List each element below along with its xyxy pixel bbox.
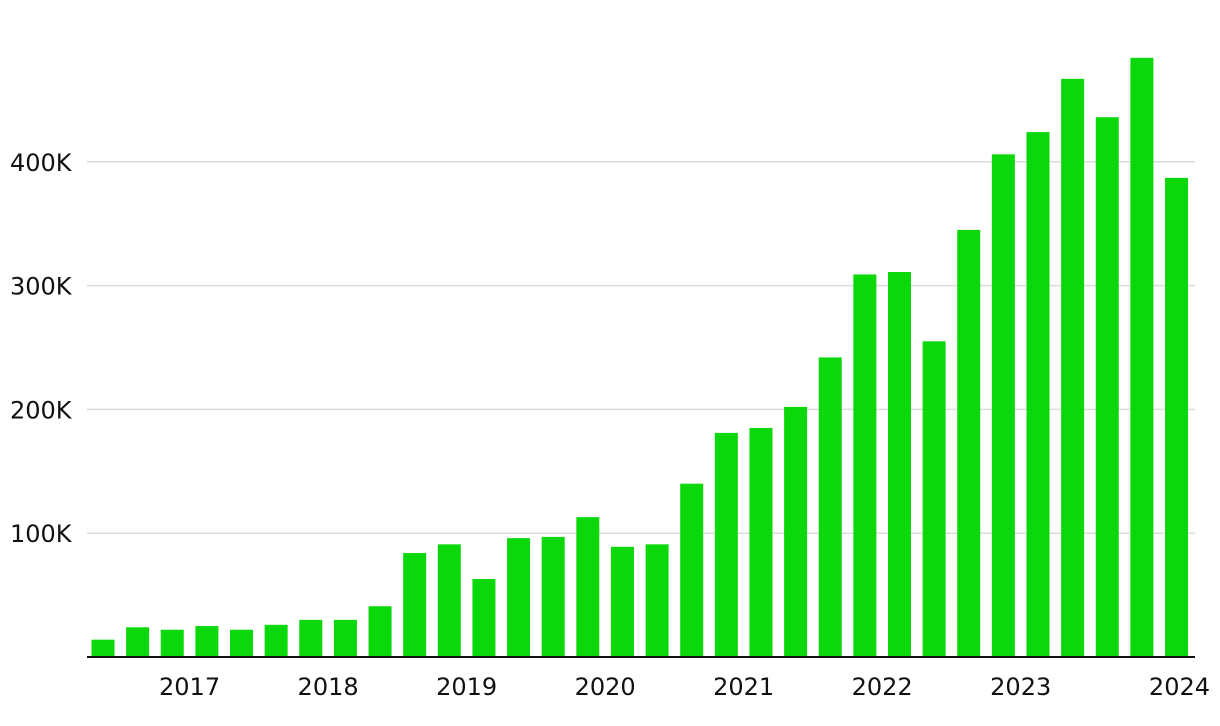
y-tick-label: 200K [10, 396, 73, 424]
bar [403, 553, 427, 657]
bar [1095, 117, 1119, 658]
x-tick-label: 2024 [1149, 673, 1210, 701]
bar [749, 427, 773, 657]
bar [784, 406, 808, 657]
bar [472, 579, 496, 657]
bar [922, 341, 946, 657]
bar [264, 624, 288, 657]
x-tick-label: 2020 [575, 673, 636, 701]
x-tick-label: 2022 [852, 673, 913, 701]
bar [957, 229, 981, 657]
bar [507, 538, 531, 657]
tick-labels: 100K 200K 300K 400K 2017 2018 2019 2020 2021 2022… [10, 149, 1210, 701]
bar [1061, 78, 1085, 658]
bar [91, 639, 115, 657]
x-tick-label: 2018 [298, 673, 359, 701]
bar [887, 271, 911, 657]
bar [853, 274, 877, 657]
bar [437, 544, 461, 657]
bar [610, 546, 634, 657]
x-tick-label: 2017 [159, 673, 220, 701]
bar [818, 357, 842, 657]
bar [333, 619, 357, 657]
bar [1026, 132, 1050, 658]
bar [991, 154, 1015, 657]
bar [645, 544, 669, 657]
x-tick-label: 2019 [436, 673, 497, 701]
bar [576, 517, 600, 657]
y-tick-label: 400K [10, 149, 73, 177]
bars [91, 57, 1189, 658]
bar [680, 483, 704, 657]
x-tick-label: 2023 [990, 673, 1051, 701]
y-tick-label: 300K [10, 273, 73, 301]
bar [1130, 57, 1154, 658]
bar [368, 606, 392, 657]
y-tick-label: 100K [10, 520, 73, 548]
bar [195, 626, 219, 657]
bar [160, 629, 184, 657]
bar [541, 536, 565, 657]
x-tick-label: 2021 [713, 673, 774, 701]
bar [126, 627, 150, 657]
bar [1165, 177, 1189, 657]
bar [714, 432, 738, 657]
bar [299, 619, 323, 657]
bar [230, 629, 254, 657]
